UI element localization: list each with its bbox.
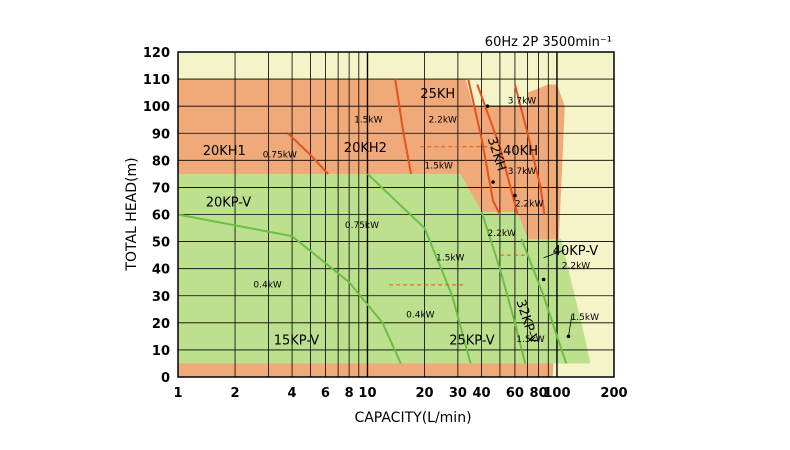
- x-tick-label: 200: [600, 386, 627, 401]
- x-tick-label: 2: [231, 386, 240, 401]
- y-tick-label: 40: [152, 263, 170, 278]
- power-label: 0.4kW: [406, 310, 435, 320]
- y-tick-label: 0: [161, 371, 170, 386]
- x-axis-title: CAPACITY(L/min): [354, 410, 471, 426]
- y-tick-label: 70: [152, 181, 170, 196]
- x-tick-label: 6: [321, 386, 330, 401]
- power-label: 0.75kW: [345, 221, 379, 231]
- curve-25kh: [467, 78, 501, 215]
- performance-curves: [177, 78, 568, 364]
- y-tick-label: 50: [152, 236, 170, 251]
- model-label: 15KP-V: [274, 334, 320, 349]
- y-tick-label: 80: [152, 154, 170, 169]
- pointer-dot: [491, 180, 495, 184]
- x-tick-label: 20: [415, 386, 433, 401]
- power-label: 0.4kW: [253, 281, 282, 291]
- pointer-dot: [541, 277, 546, 282]
- power-label: 1.5kW: [425, 161, 454, 171]
- pointer-line: [568, 314, 573, 337]
- model-label: 25KP-V: [449, 334, 495, 349]
- x-tick-label: 30: [449, 386, 467, 401]
- pointer-dot: [566, 334, 571, 339]
- model-label: 40KH: [503, 144, 538, 159]
- y-tick-label: 100: [143, 100, 170, 115]
- x-tick-label: 100: [543, 386, 570, 401]
- power-label: 2.2kW: [429, 115, 458, 125]
- y-tick-label: 10: [152, 344, 170, 359]
- y-tick-label: 30: [152, 290, 170, 305]
- power-label: 2.2kW: [488, 229, 517, 239]
- x-tick-label: 60: [506, 386, 524, 401]
- label-pointers: [485, 104, 573, 339]
- curve-32kp-v: [520, 238, 568, 364]
- curve-15kp-v: [177, 213, 402, 364]
- model-label: 20KP-V: [206, 195, 252, 210]
- power-label: 1.5kW: [516, 335, 545, 345]
- model-label: 20KH1: [203, 144, 246, 159]
- y-tick-label: 110: [143, 73, 170, 88]
- grid-lines: [178, 52, 614, 377]
- pointer-line: [543, 249, 565, 259]
- chart-title: 60Hz 2P 3500min⁻¹: [485, 35, 612, 50]
- pointer-dot: [513, 193, 517, 198]
- power-label: 1.5kW: [354, 115, 383, 125]
- curve-20kp-v: [366, 173, 472, 364]
- curve-20kh1: [287, 132, 329, 175]
- power-label: 2.2kW: [515, 199, 544, 209]
- power-label: 1.5kW: [436, 254, 465, 264]
- power-label: 1.5kW: [571, 313, 600, 323]
- coverage-regions: [178, 79, 591, 377]
- curve-25kp-v: [480, 211, 527, 364]
- x-tick-label: 1: [173, 386, 182, 401]
- plot-border: [177, 51, 615, 378]
- power-label: 3.7kW: [508, 96, 537, 106]
- model-label: 20KH2: [344, 141, 387, 156]
- y-tick-label: 60: [152, 209, 170, 224]
- y-tick-labels: 0 10 20 30 40 50 60 70 80 90 100 110 120: [143, 46, 170, 386]
- y-axis-title: TOTAL HEAD(m): [124, 157, 140, 271]
- power-label: 3.7kW: [508, 167, 537, 177]
- curve-40kh: [513, 84, 546, 215]
- x-tick-label: 10: [358, 386, 376, 401]
- power-label: 0.75kW: [263, 151, 297, 161]
- x-tick-label: 4: [288, 386, 297, 401]
- x-tick-label: 40: [473, 386, 491, 401]
- pointer-dot: [485, 104, 490, 108]
- model-label: 40KP-V: [553, 244, 599, 259]
- curve-32kh: [476, 84, 519, 215]
- y-tick-label: 90: [152, 127, 170, 142]
- curve-20kh2: [394, 78, 413, 175]
- model-label: 25KH: [420, 87, 455, 102]
- y-tick-label: 120: [143, 46, 170, 61]
- y-tick-label: 20: [152, 317, 170, 332]
- x-tick-label: 80: [530, 386, 548, 401]
- dashed-guides: [389, 146, 528, 286]
- power-label: 2.2kW: [562, 262, 591, 272]
- x-tick-label: 8: [345, 386, 354, 401]
